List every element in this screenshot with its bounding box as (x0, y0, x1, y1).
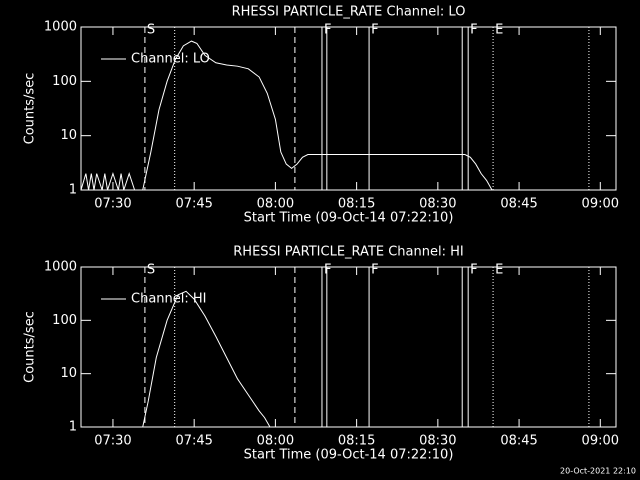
y-tick-label: 1 (69, 420, 77, 435)
series-line (80, 40, 574, 191)
event-label: F (324, 263, 331, 278)
legend-label: Channel: HI (131, 292, 207, 307)
y-tick-label: 100 (52, 74, 77, 89)
event-label: E (495, 23, 503, 38)
x-tick-label: 09:00 (582, 197, 619, 212)
plot-frame (80, 266, 617, 428)
event-label: F (470, 263, 477, 278)
x-tick-label: 08:15 (338, 434, 375, 449)
y-axis-label: Counts/sec (23, 73, 38, 145)
footer: 20-Oct-2021 22:10 (560, 467, 636, 476)
x-tick-label: 08:00 (257, 434, 294, 449)
x-tick-label: 08:30 (419, 434, 456, 449)
legend-label: Channel: LO (131, 52, 210, 67)
x-tick-label: 08:45 (500, 197, 537, 212)
event-label: F (470, 23, 477, 38)
x-axis-label: Start Time (09-Oct-14 07:22:10) (244, 211, 454, 226)
event-label: F (324, 23, 331, 38)
x-tick-label: 07:45 (175, 197, 212, 212)
event-label: S (147, 23, 155, 38)
plot-frame (80, 26, 617, 191)
x-tick-label: 07:30 (94, 434, 131, 449)
series-line (142, 290, 271, 428)
y-tick-label: 1000 (44, 20, 77, 35)
y-tick-label: 100 (52, 313, 77, 328)
y-tick-label: 10 (60, 128, 77, 143)
y-tick-label: 1000 (44, 260, 77, 275)
event-label: F (371, 263, 378, 278)
chart-title: RHESSI PARTICLE_RATE Channel: HI (233, 245, 463, 260)
event-label: E (495, 263, 503, 278)
x-tick-label: 08:15 (338, 197, 375, 212)
y-tick-label: 1 (69, 183, 77, 198)
chart-title: RHESSI PARTICLE_RATE Channel: LO (232, 5, 466, 20)
x-tick-label: 08:30 (419, 197, 456, 212)
x-tick-label: 07:45 (175, 434, 212, 449)
x-tick-label: 08:45 (500, 434, 537, 449)
event-label: F (371, 23, 378, 38)
y-tick-label: 10 (60, 366, 77, 381)
x-tick-label: 08:00 (257, 197, 294, 212)
x-tick-label: 07:30 (94, 197, 131, 212)
event-label: S (147, 263, 155, 278)
x-axis-label: Start Time (09-Oct-14 07:22:10) (244, 448, 454, 463)
y-axis-label: Counts/sec (23, 311, 38, 383)
x-tick-label: 09:00 (582, 434, 619, 449)
